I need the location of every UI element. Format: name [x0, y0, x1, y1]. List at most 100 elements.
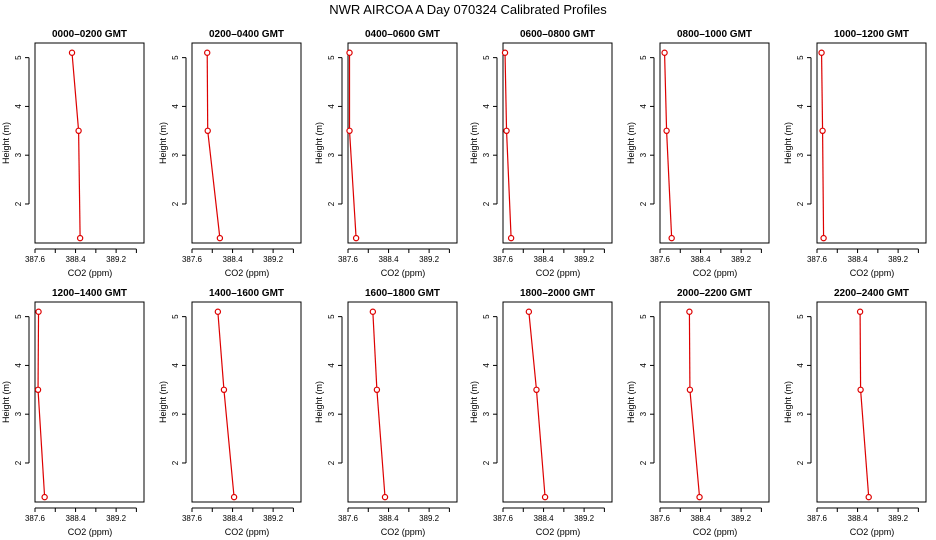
x-tick-label: 389.2: [263, 255, 284, 264]
chart-panel: 0400–0600 GMT 387.6 388.4 389.2 2 3 4 5 CO2 (ppm…: [314, 29, 458, 278]
data-point: [75, 127, 82, 135]
x-axis-label: CO2 (ppm): [225, 527, 270, 537]
plot-frame: [191, 42, 302, 244]
x-tick-label: 388.4: [66, 514, 87, 523]
y-tick-label: 5: [327, 55, 336, 60]
x-tick-label: 387.6: [650, 255, 671, 264]
y-tick-label: 4: [639, 104, 648, 109]
plot-frame: [816, 42, 927, 244]
x-axis-label: CO2 (ppm): [68, 527, 113, 537]
data-point: [230, 493, 238, 501]
y-axis-label: Height (m): [158, 122, 168, 164]
y-tick-label: 2: [639, 201, 648, 206]
x-tick-label: 389.2: [888, 514, 909, 523]
panel-title: 1600–1800 GMT: [365, 288, 440, 299]
profile-segment: [78, 130, 81, 239]
x-tick-label: 389.2: [888, 255, 909, 264]
profile-segment: [665, 130, 673, 239]
chart-panel: 1200–1400 GMT 387.6 388.4 389.2 2 3 4 5 CO2 (ppm…: [1, 288, 145, 537]
data-point: [204, 49, 211, 56]
y-tick-label: 2: [171, 460, 180, 465]
x-axis-label: CO2 (ppm): [693, 268, 738, 278]
x-tick-label: 388.4: [223, 255, 244, 264]
x-tick-label: 387.6: [182, 255, 203, 264]
chart-panel: 1000–1200 GMT 387.6 388.4 389.2 2 3 4 5 CO2 (ppm…: [783, 29, 927, 278]
y-axis-label: Height (m): [1, 122, 11, 164]
profile-segment: [688, 311, 691, 390]
x-tick-label: 388.4: [534, 514, 555, 523]
x-tick-label: 387.6: [25, 514, 46, 523]
y-tick-label: 2: [327, 460, 336, 465]
figure-title: NWR AIRCOA A Day 070324 Calibrated Profi…: [329, 2, 607, 17]
x-tick-label: 387.6: [182, 514, 203, 523]
x-tick-label: 389.2: [419, 514, 440, 523]
data-point: [501, 49, 509, 56]
profile-segment: [689, 389, 701, 498]
y-tick-label: 5: [796, 55, 805, 60]
y-tick-label: 5: [14, 55, 23, 60]
profile-segment: [504, 52, 508, 131]
y-tick-label: 2: [639, 460, 648, 465]
x-axis-label: CO2 (ppm): [693, 527, 738, 537]
y-tick-label: 4: [327, 363, 336, 368]
data-point: [533, 386, 540, 394]
x-tick-label: 389.2: [731, 255, 752, 264]
plot-frame: [347, 301, 458, 503]
data-point: [220, 386, 228, 394]
y-tick-label: 4: [327, 104, 336, 109]
chart-panel: 0600–0800 GMT 387.6 388.4 389.2 2 3 4 5 CO2 (ppm…: [469, 29, 613, 278]
profile-segment: [505, 130, 512, 239]
x-tick-label: 388.4: [691, 255, 712, 264]
data-point: [41, 493, 48, 501]
profile-segment: [37, 389, 46, 498]
data-point: [541, 493, 549, 501]
plot-frame: [502, 301, 613, 503]
x-tick-label: 389.2: [106, 514, 127, 523]
data-point: [819, 127, 826, 135]
x-axis-label: CO2 (ppm): [381, 527, 426, 537]
x-axis-label: CO2 (ppm): [536, 527, 581, 537]
chart-panel: 1800–2000 GMT 387.6 388.4 389.2 2 3 4 5 CO2 (ppm…: [469, 288, 613, 537]
y-tick-label: 2: [14, 201, 23, 206]
x-tick-label: 389.2: [574, 255, 595, 264]
plot-frame: [34, 301, 145, 503]
data-point: [346, 49, 353, 56]
data-point: [668, 234, 675, 242]
profile-segment: [217, 311, 225, 390]
x-tick-label: 387.6: [338, 255, 359, 264]
data-point: [856, 308, 864, 315]
y-tick-label: 3: [14, 152, 23, 157]
y-tick-label: 3: [639, 152, 648, 157]
y-tick-label: 4: [482, 363, 491, 368]
panel-title: 1200–1400 GMT: [52, 288, 127, 299]
y-tick-label: 4: [14, 104, 23, 109]
data-point: [76, 234, 84, 242]
chart-panel: 2000–2200 GMT 387.6 388.4 389.2 2 3 4 5 CO2 (ppm…: [626, 288, 770, 537]
y-tick-label: 5: [796, 314, 805, 319]
data-point: [661, 49, 668, 56]
y-tick-label: 4: [639, 363, 648, 368]
profile-segment: [663, 52, 668, 131]
panel-title: 1800–2000 GMT: [520, 288, 595, 299]
x-tick-label: 388.4: [66, 255, 87, 264]
x-axis-label: CO2 (ppm): [225, 268, 270, 278]
data-point: [686, 308, 693, 315]
y-axis-label: Height (m): [469, 122, 479, 164]
x-tick-label: 387.6: [493, 514, 514, 523]
x-tick-label: 389.2: [574, 514, 595, 523]
y-axis-label: Height (m): [783, 122, 793, 164]
data-point: [663, 127, 670, 135]
data-point: [204, 127, 211, 135]
data-point: [507, 234, 515, 242]
x-tick-label: 387.6: [338, 514, 359, 523]
profile-segment: [535, 389, 546, 498]
data-point: [857, 386, 864, 394]
panels: 0000–0200 GMT 387.6 388.4 389.2 2 3 4 5 CO2 (ppm…: [1, 29, 927, 537]
x-tick-label: 388.4: [534, 255, 555, 264]
data-point: [369, 308, 377, 315]
profile-segment: [528, 311, 538, 390]
data-point: [503, 127, 510, 135]
x-tick-label: 387.6: [650, 514, 671, 523]
y-tick-label: 5: [639, 314, 648, 319]
